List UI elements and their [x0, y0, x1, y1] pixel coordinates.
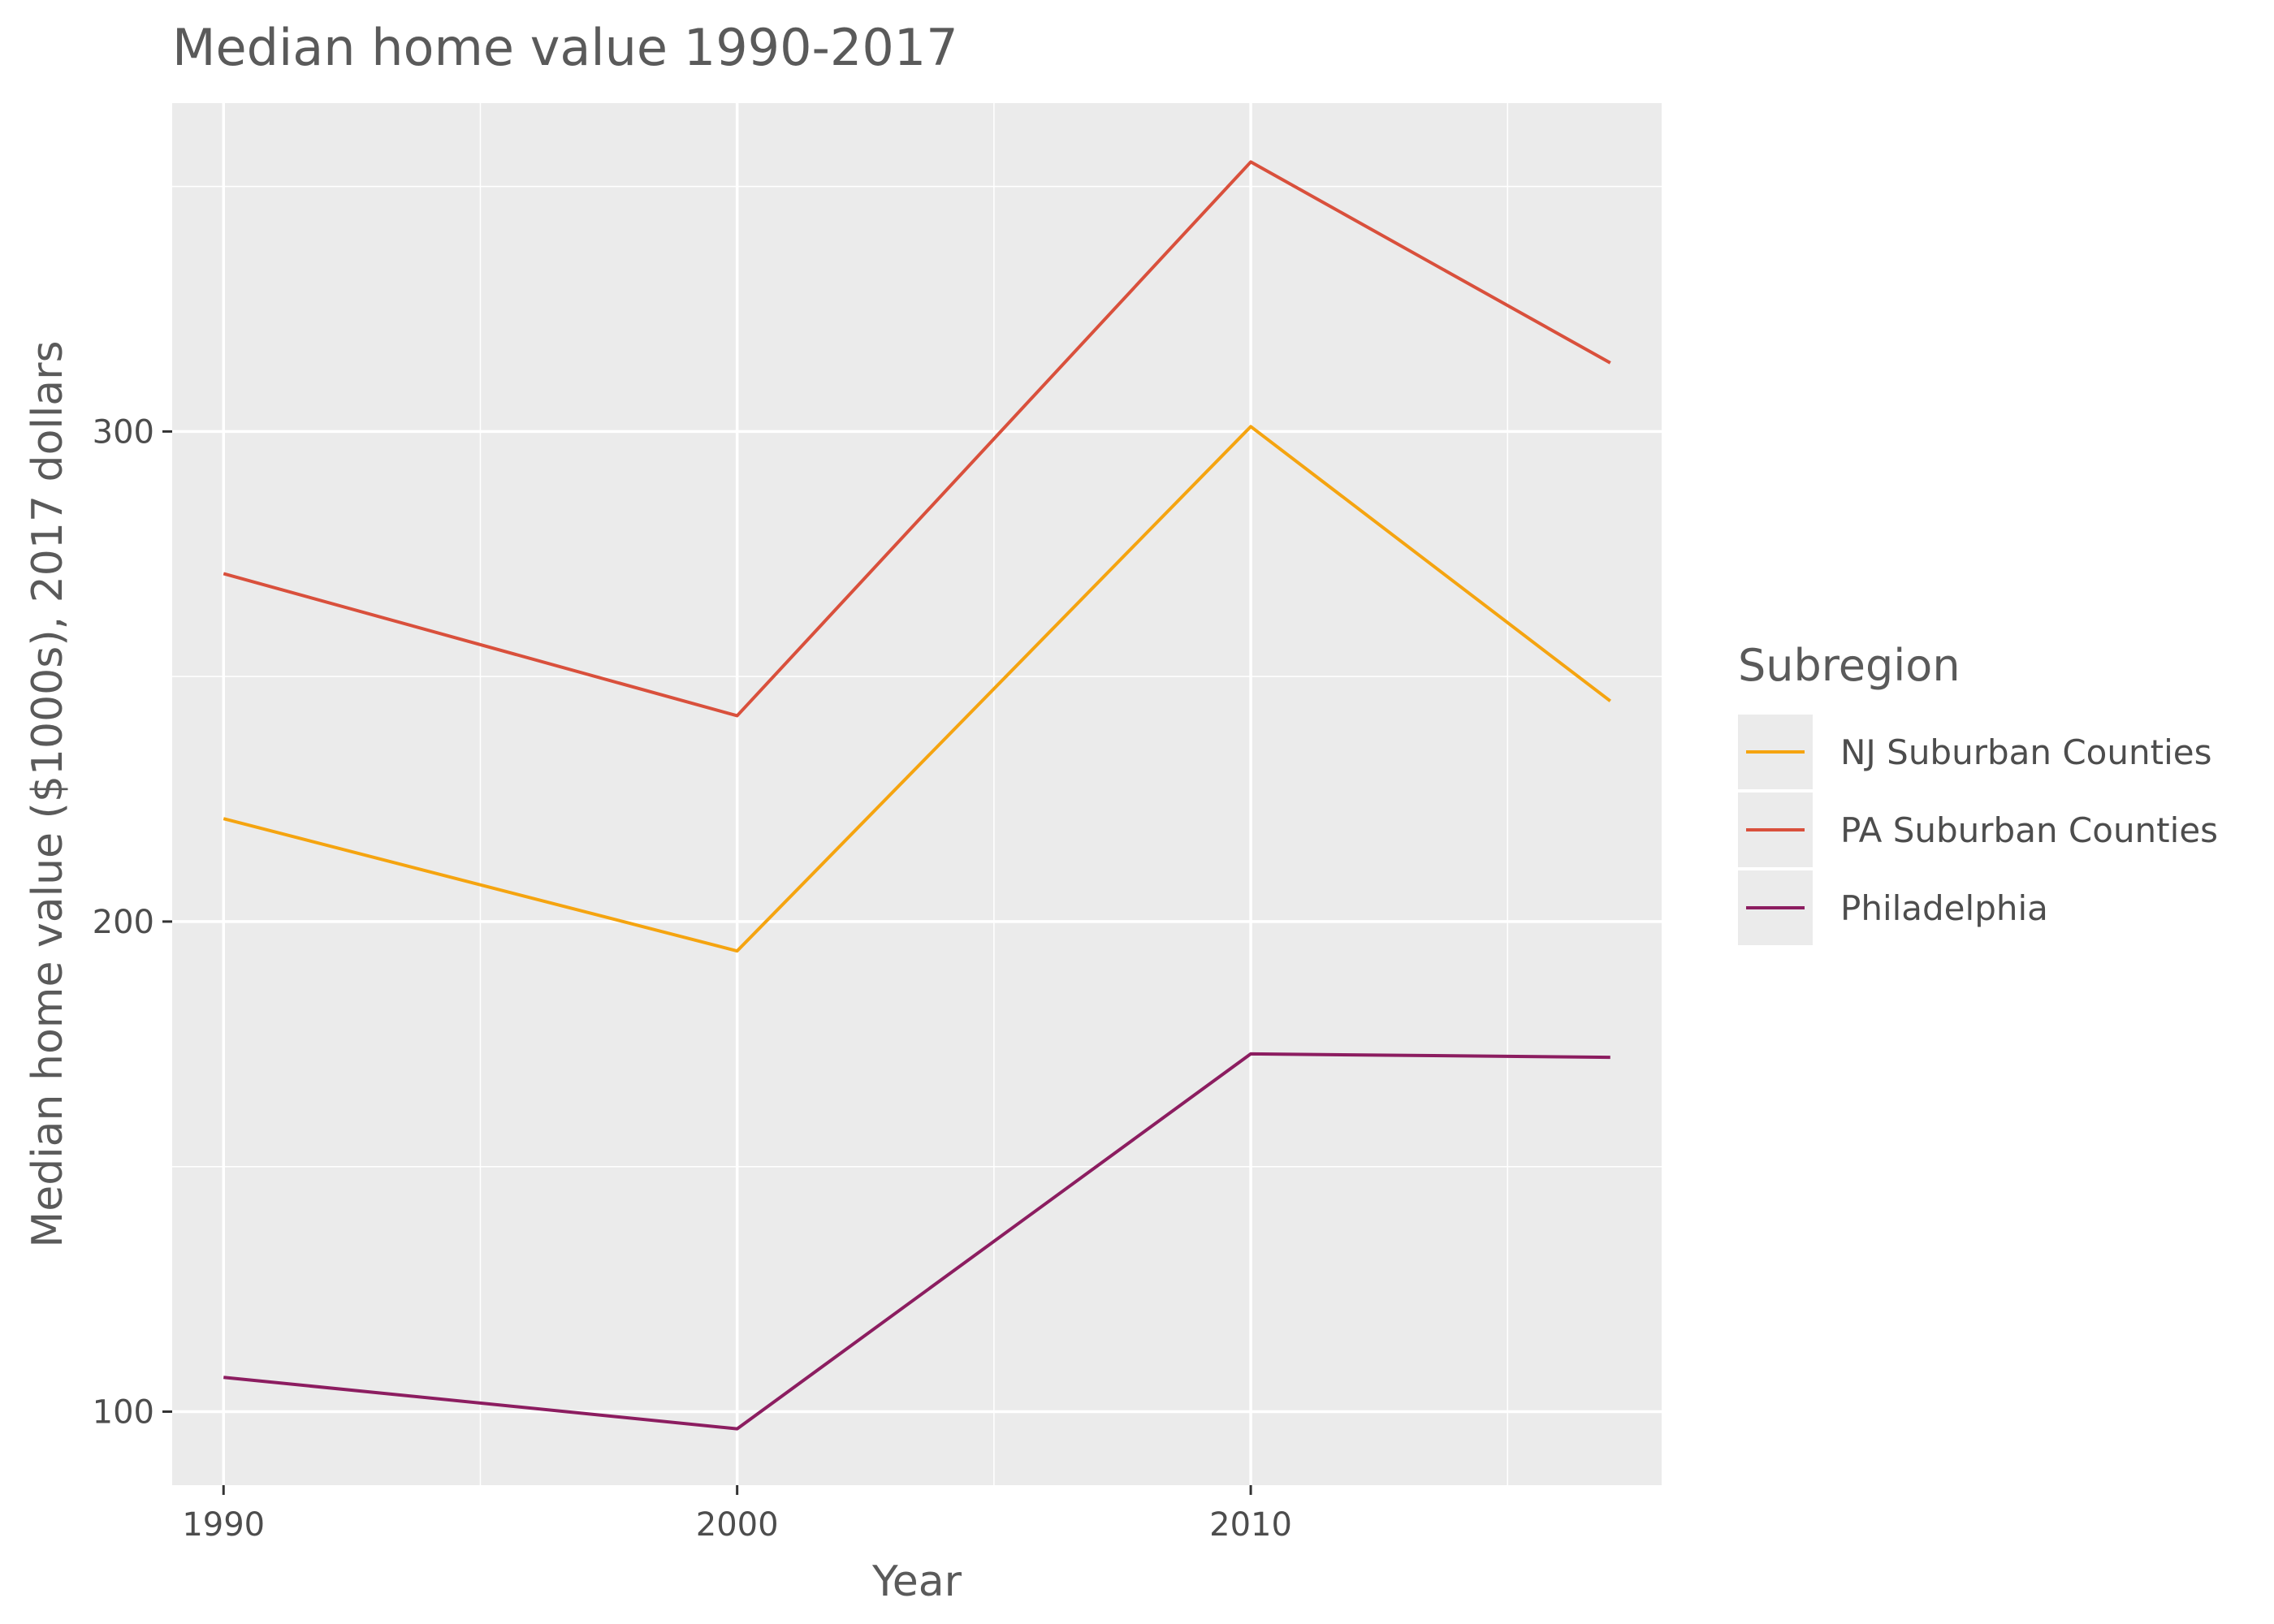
- legend: Subregion NJ Suburban Counties PA Suburba…: [1738, 640, 2218, 945]
- major-gridlines: [172, 103, 1662, 1485]
- legend-title: Subregion: [1738, 640, 1961, 691]
- plot-panel: [172, 103, 1662, 1485]
- axis-ticks: [162, 430, 1252, 1495]
- series-lines: [223, 160, 1611, 1431]
- x-tick-label: 1990: [182, 1506, 265, 1544]
- y-axis-title: Median home value ($1000s), 2017 dollars: [24, 340, 72, 1247]
- y-tick-labels: 100 200 300: [93, 413, 154, 1431]
- series-line: [223, 425, 1611, 953]
- x-tick-labels: 1990 2000 2010: [182, 1506, 1292, 1544]
- series-line: [223, 1052, 1610, 1431]
- x-axis-title: Year: [871, 1557, 962, 1606]
- minor-gridlines: [172, 103, 1662, 1485]
- x-tick-label: 2010: [1209, 1506, 1292, 1544]
- legend-label: Philadelphia: [1840, 888, 2048, 928]
- chart-title: Median home value 1990-2017: [172, 18, 958, 77]
- y-tick-label: 200: [93, 904, 154, 941]
- legend-label: NJ Suburban Counties: [1840, 732, 2211, 772]
- x-tick-label: 2000: [696, 1506, 779, 1544]
- y-tick-label: 100: [93, 1393, 154, 1431]
- y-tick-label: 300: [93, 413, 154, 451]
- legend-label: PA Suburban Counties: [1840, 810, 2218, 850]
- legend-items: NJ Suburban Counties PA Suburban Counties…: [1738, 715, 2218, 945]
- series-line: [223, 160, 1611, 718]
